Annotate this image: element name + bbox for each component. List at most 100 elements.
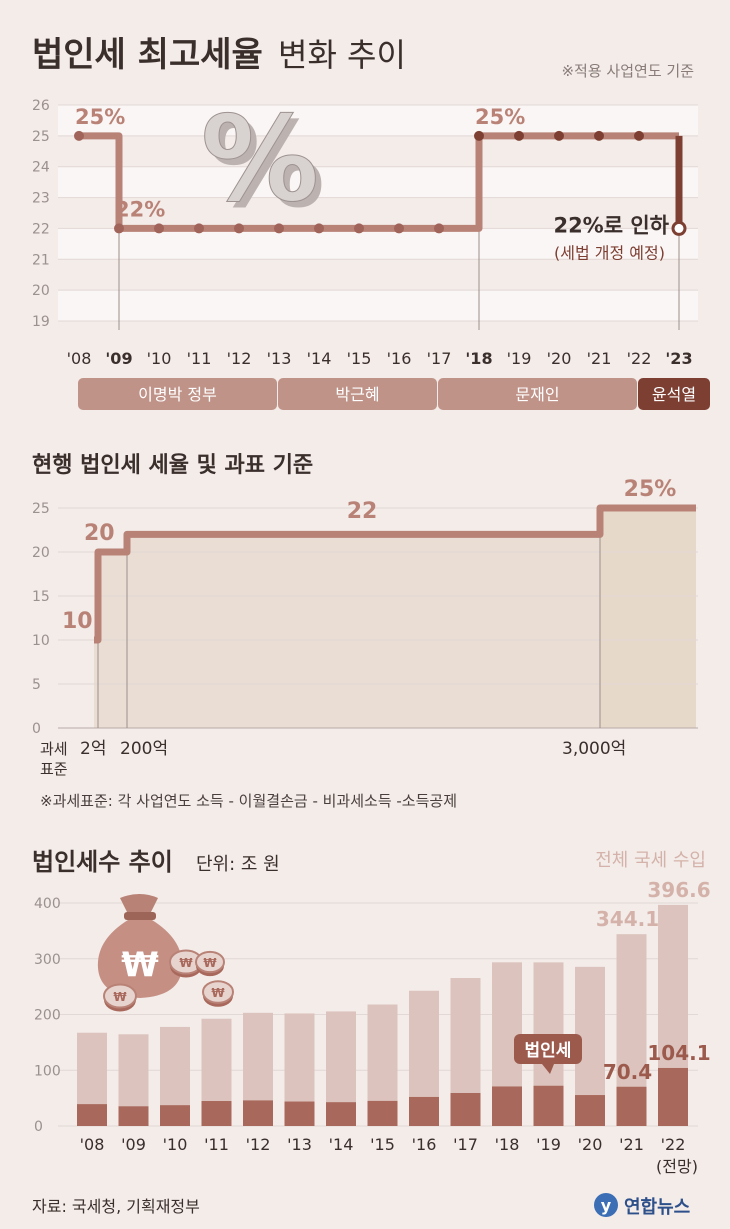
bag-won-sign: ₩ (121, 945, 159, 985)
y-tick-label: 20 (32, 283, 50, 299)
x-tick-label: '21 (619, 1135, 644, 1154)
x-tick-label: '18 (495, 1135, 520, 1154)
rate-point (114, 223, 124, 234)
revenue-bars: '08 '09 '10 '11 '12 '13 '14 '15 '16 '17 '18 '19 '20 '… (77, 904, 688, 1154)
x-tick-label: '16 (387, 349, 412, 368)
x-tick-label: '13 (287, 1135, 312, 1154)
coin-won-sign: ₩ (203, 956, 217, 970)
rate-point (74, 130, 84, 141)
government-band (438, 378, 637, 410)
corp-tax-bar (326, 1102, 356, 1126)
bracket-rate-label: 20 (84, 521, 115, 546)
y-tick-label: 10 (32, 633, 50, 649)
corp-tax-bar (367, 1100, 398, 1126)
corp-tax-bar (77, 1104, 107, 1126)
y-tick-label: 22 (32, 221, 50, 237)
corp-tax-bar (533, 1085, 564, 1126)
x-tick-label: '12 (246, 1135, 271, 1154)
rate-annotation: 22%로 인하 (553, 213, 669, 237)
government-label: 박근혜 (335, 385, 379, 404)
y-tick-label: 26 (32, 98, 50, 114)
rate-step-line (79, 132, 679, 232)
rate-point-end (671, 220, 687, 236)
corp-legend-bubble: 법인세 (514, 1034, 582, 1074)
y-tick-label: 200 (34, 1008, 61, 1024)
x-tick-label: '14 (329, 1135, 354, 1154)
threshold-label: 2억 (80, 739, 106, 759)
corp-tax-bar (575, 1095, 605, 1126)
rate-point (354, 223, 364, 234)
rate-point (234, 223, 244, 234)
x-tick-label: '11 (187, 349, 212, 368)
corp-tax-bar (160, 1105, 190, 1126)
y-tick-label: 100 (34, 1063, 61, 1079)
corp-tax-bar (118, 1106, 149, 1126)
corp-tax-bar (658, 1067, 688, 1126)
rate-annotation: 22% (115, 197, 165, 221)
threshold-label: 3,000억 (562, 739, 626, 759)
x-tick-label: '17 (427, 349, 452, 368)
rate-annotation-sub: (세법 개정 예정) (554, 243, 665, 262)
corp-tax-bar (201, 1101, 232, 1126)
section2-title: 현행 법인세 세율 및 과표 기준 (32, 453, 313, 478)
coin-face (202, 980, 234, 1004)
government-band (278, 378, 437, 410)
xlabel-line2: 표준 (40, 760, 68, 778)
bracket-footnote: ※과세표준: 각 사업연도 소득 - 이월결손금 - 비과세소득 -소득공제 (40, 792, 457, 810)
y-tick-label: 25 (32, 501, 50, 517)
year-axis: '08 '09 '10 '11 '12 '13 '14 '15 '16 '17 '18 '19 '20 '… (67, 349, 693, 368)
total-value-label: 344.1 (596, 907, 659, 931)
basis-note: ※적용 사업연도 기준 (561, 62, 694, 80)
rate-point (394, 223, 404, 234)
x-tick-label: '12 (227, 349, 252, 368)
corp-tax-bar (284, 1101, 315, 1126)
bracket-rate-label: 25% (624, 477, 677, 502)
bracket-rate-label: 10 (62, 609, 93, 634)
x-tick-label: '14 (307, 349, 332, 368)
x-tick-label: '20 (578, 1135, 603, 1154)
rate-point (154, 223, 164, 234)
corp-tax-bar (616, 1086, 647, 1126)
money-bag-icon: ₩ (97, 894, 183, 998)
y-tick-label: 0 (32, 721, 41, 737)
rate-point (634, 130, 644, 141)
y-tick-label: 5 (32, 677, 41, 693)
bracket-line (94, 504, 696, 644)
unit-label: 단위: 조 원 (196, 854, 280, 875)
y-tick-label: 20 (32, 545, 50, 561)
rate-point (514, 130, 524, 141)
coin-face (103, 983, 137, 1009)
y-tick-label: 0 (34, 1119, 43, 1135)
section3-title: 법인세수 추이 (32, 848, 173, 876)
rate-point (314, 223, 324, 234)
x-tick-label: '09 (105, 349, 132, 368)
rate-point (594, 130, 604, 141)
corp-tax-bar (243, 1100, 273, 1126)
bracket-area (94, 508, 696, 728)
y-tick-label: 400 (34, 896, 61, 912)
y-tick-label: 300 (34, 952, 61, 968)
x-tick-label: '09 (121, 1135, 146, 1154)
rate-point (434, 223, 444, 234)
corp-legend: 법인세 (525, 1041, 572, 1061)
coin-won-sign: ₩ (211, 986, 225, 1000)
x-tick-label: '15 (347, 349, 372, 368)
corp-tax-bar (450, 1092, 481, 1126)
coin-won-sign: ₩ (179, 956, 193, 970)
brand-logo: y 연합뉴스 (594, 1193, 690, 1218)
y-tick-label: 23 (32, 191, 50, 207)
x-tick-label: '10 (163, 1135, 188, 1154)
corp-value-label: 70.4 (603, 1060, 652, 1084)
rate-point (274, 223, 284, 234)
y-tick-label: 21 (32, 252, 50, 268)
total-value-label: 396.6 (647, 878, 710, 902)
coin-face (195, 950, 225, 974)
rate-labels: 25% 22% 25% 22%로 인하 (세법 개정 예정) (75, 105, 670, 263)
government-label: 문재인 (515, 385, 559, 404)
bracket-fill (600, 508, 696, 728)
x-tick-label: '08 (67, 349, 92, 368)
rate-annotation: 25% (75, 105, 125, 129)
corp-tax-bar (492, 1086, 522, 1126)
x-tick-label: '11 (204, 1135, 229, 1154)
